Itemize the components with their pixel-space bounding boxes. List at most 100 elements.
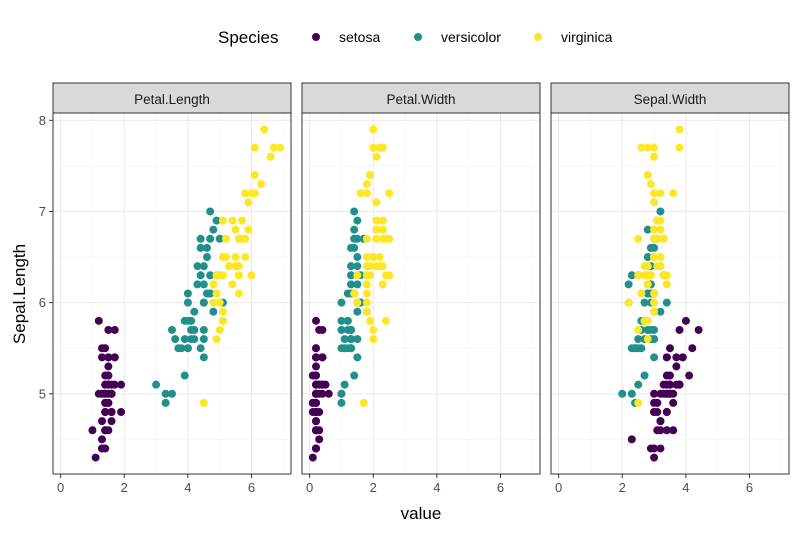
point-versicolor: [353, 253, 362, 262]
point-setosa: [88, 426, 97, 435]
x-tick-label: 2: [121, 480, 128, 495]
point-virginica: [362, 298, 371, 307]
point-setosa: [312, 444, 320, 453]
legend-label: virginica: [561, 29, 613, 45]
point-setosa: [315, 435, 324, 444]
point-virginica: [643, 271, 652, 280]
point-versicolor: [353, 216, 362, 225]
legend-item-versicolor: versicolor: [414, 29, 501, 45]
point-virginica: [634, 325, 643, 334]
x-tick-label: 0: [306, 480, 313, 495]
y-tick-label: 5: [39, 386, 46, 401]
point-versicolor: [190, 307, 199, 316]
point-setosa: [669, 398, 678, 407]
point-setosa: [110, 325, 119, 334]
point-versicolor: [662, 298, 671, 307]
facet-panel-Petal.Length: Petal.Length 0 2 4 6 5 6 7 8: [39, 82, 292, 495]
facet-panel-Petal.Width: Petal.Width 0 2 4 6: [301, 82, 541, 495]
point-virginica: [646, 180, 655, 189]
point-virginica: [215, 271, 224, 280]
strip-background: [52, 82, 292, 114]
point-virginica: [247, 271, 256, 280]
point-virginica: [637, 289, 646, 298]
point-setosa: [308, 371, 317, 380]
point-virginica: [276, 143, 285, 152]
point-virginica: [650, 307, 659, 316]
point-setosa: [324, 389, 333, 398]
point-versicolor: [637, 344, 646, 353]
legend-label: setosa: [339, 29, 380, 45]
point-virginica: [650, 289, 659, 298]
point-virginica: [353, 298, 362, 307]
point-virginica: [372, 234, 381, 243]
point-setosa: [675, 325, 684, 334]
point-virginica: [257, 180, 266, 189]
point-versicolor: [209, 307, 218, 316]
point-versicolor: [215, 234, 224, 243]
x-tick-label: 0: [57, 480, 64, 495]
point-setosa: [681, 316, 690, 325]
point-versicolor: [199, 325, 208, 334]
y-tick-label: 8: [39, 113, 46, 128]
strip-label: Sepal.Width: [634, 92, 707, 107]
point-virginica: [675, 125, 684, 134]
point-virginica: [244, 198, 253, 207]
point-versicolor: [650, 243, 659, 252]
point-setosa: [308, 453, 317, 462]
point-versicolor: [343, 344, 352, 353]
point-setosa: [662, 371, 671, 380]
y-axis-title: Sepal.Length: [10, 244, 29, 344]
point-setosa: [318, 380, 327, 389]
point-setosa: [98, 444, 106, 453]
point-versicolor: [640, 298, 649, 307]
point-virginica: [362, 180, 371, 189]
point-setosa: [662, 408, 671, 417]
point-versicolor: [353, 335, 362, 344]
legend: Species setosa versicolor virginica: [218, 28, 613, 47]
point-virginica: [650, 225, 659, 234]
point-setosa: [107, 380, 116, 389]
strip-background: [550, 82, 790, 114]
point-versicolor: [353, 280, 362, 289]
point-versicolor: [337, 344, 346, 353]
x-tick-label: 2: [370, 480, 377, 495]
point-versicolor: [337, 389, 346, 398]
point-versicolor: [203, 253, 211, 262]
point-virginica: [385, 234, 394, 243]
point-virginica: [653, 216, 662, 225]
point-versicolor: [337, 398, 346, 407]
x-tick-label: 4: [433, 480, 440, 495]
point-virginica: [643, 170, 652, 179]
point-versicolor: [337, 298, 346, 307]
point-virginica: [266, 152, 275, 161]
point-versicolor: [634, 380, 643, 389]
point-virginica: [362, 234, 371, 243]
point-versicolor: [618, 389, 627, 398]
point-versicolor: [196, 234, 205, 243]
strip-label: Petal.Width: [386, 92, 455, 107]
point-setosa: [117, 380, 126, 389]
point-setosa: [312, 417, 320, 426]
point-setosa: [672, 362, 681, 371]
x-tick-label: 4: [682, 480, 689, 495]
point-versicolor: [643, 225, 652, 234]
point-setosa: [101, 389, 110, 398]
point-setosa: [666, 389, 674, 398]
y-tick-label: 7: [39, 204, 46, 219]
point-versicolor: [196, 344, 205, 353]
point-virginica: [234, 289, 243, 298]
point-setosa: [312, 353, 320, 362]
y-tick-label: 6: [39, 295, 46, 310]
point-versicolor: [203, 289, 211, 298]
point-virginica: [234, 271, 243, 280]
point-virginica: [250, 143, 259, 152]
point-virginica: [650, 152, 659, 161]
point-virginica: [231, 225, 240, 234]
point-virginica: [653, 262, 662, 271]
point-setosa: [107, 389, 116, 398]
point-setosa: [675, 380, 684, 389]
point-versicolor: [206, 271, 215, 280]
point-setosa: [104, 325, 113, 334]
point-versicolor: [347, 325, 355, 334]
point-versicolor: [627, 271, 636, 280]
